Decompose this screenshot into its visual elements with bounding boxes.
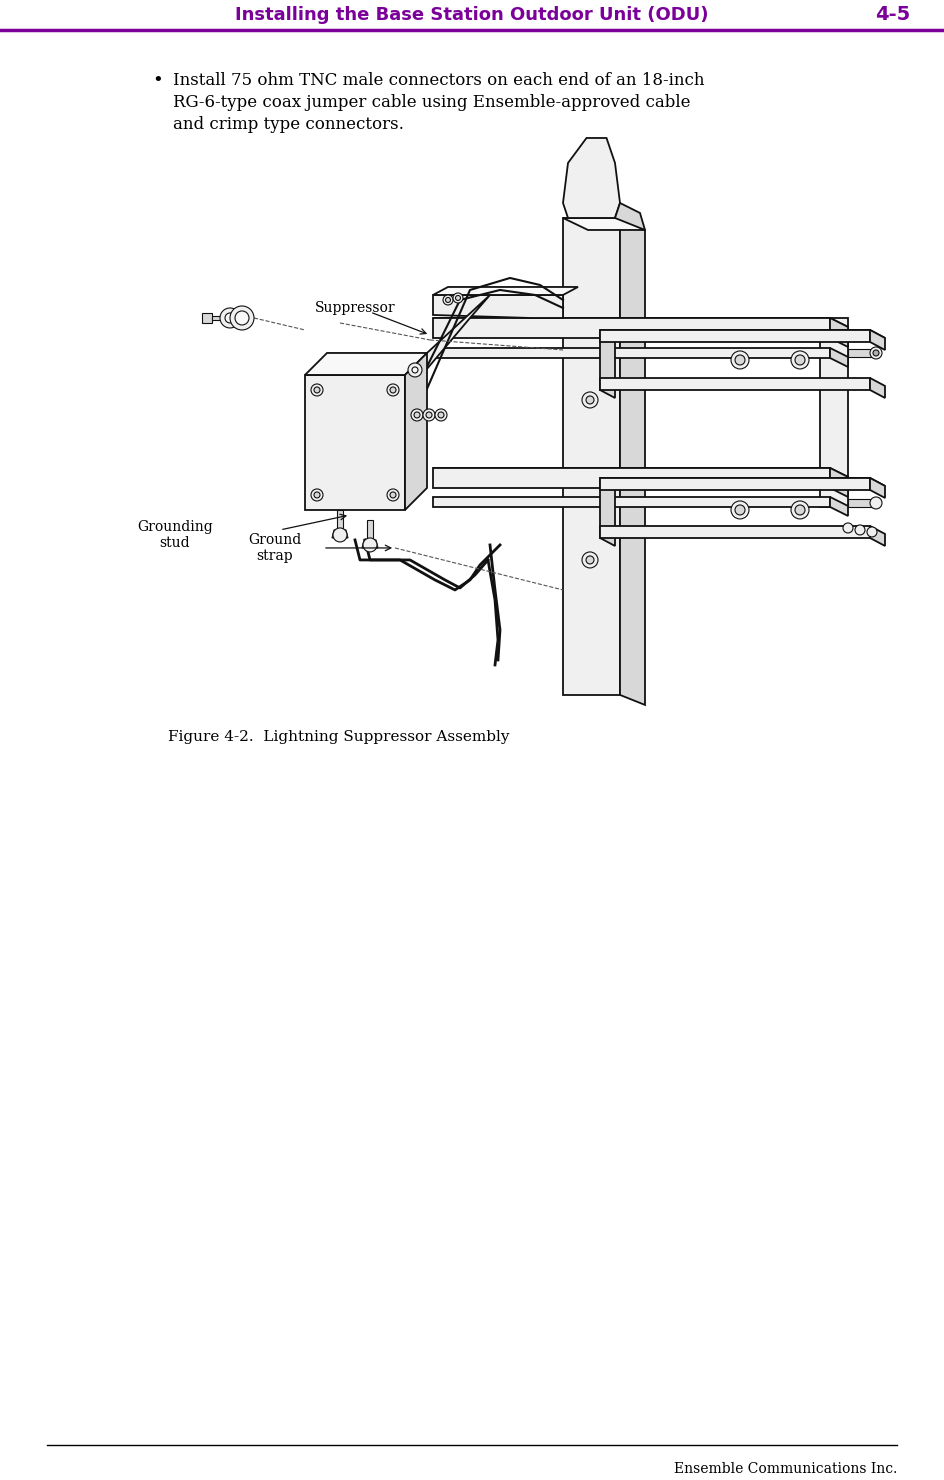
Polygon shape <box>615 203 645 229</box>
Circle shape <box>870 346 882 360</box>
Circle shape <box>791 351 809 369</box>
Circle shape <box>435 408 447 420</box>
Text: •: • <box>153 73 163 90</box>
Circle shape <box>873 349 879 357</box>
Circle shape <box>446 297 450 302</box>
Circle shape <box>456 296 461 300</box>
Circle shape <box>311 383 323 397</box>
Polygon shape <box>870 478 885 497</box>
Circle shape <box>333 528 347 542</box>
Polygon shape <box>433 497 830 508</box>
Circle shape <box>363 537 377 552</box>
Circle shape <box>387 488 399 500</box>
Polygon shape <box>332 530 348 537</box>
Circle shape <box>414 411 420 417</box>
Circle shape <box>390 491 396 497</box>
Text: RG-6-type coax jumper cable using Ensemble-approved cable: RG-6-type coax jumper cable using Ensemb… <box>173 95 690 111</box>
Circle shape <box>408 363 422 377</box>
Circle shape <box>735 355 745 366</box>
Text: Ground
strap: Ground strap <box>248 533 302 562</box>
Polygon shape <box>563 218 620 696</box>
Circle shape <box>586 397 594 404</box>
Polygon shape <box>848 499 873 508</box>
Circle shape <box>731 500 749 519</box>
Circle shape <box>870 497 882 509</box>
Polygon shape <box>563 218 645 229</box>
Polygon shape <box>870 377 885 398</box>
Text: Installing the Base Station Outdoor Unit (ODU): Installing the Base Station Outdoor Unit… <box>235 6 709 24</box>
Circle shape <box>867 527 877 537</box>
Polygon shape <box>830 348 848 367</box>
Polygon shape <box>600 478 615 546</box>
Circle shape <box>791 500 809 519</box>
Circle shape <box>230 306 254 330</box>
Circle shape <box>586 556 594 564</box>
Polygon shape <box>433 468 848 477</box>
Circle shape <box>390 386 396 394</box>
Circle shape <box>412 367 418 373</box>
Circle shape <box>843 522 853 533</box>
Text: Ensemble Communications Inc.: Ensemble Communications Inc. <box>674 1462 897 1476</box>
Polygon shape <box>830 497 848 517</box>
Circle shape <box>735 505 745 515</box>
Text: 4-5: 4-5 <box>875 6 910 25</box>
Polygon shape <box>433 348 830 358</box>
Polygon shape <box>433 468 830 488</box>
Polygon shape <box>433 318 830 337</box>
Polygon shape <box>848 349 873 357</box>
Polygon shape <box>600 330 870 342</box>
Polygon shape <box>337 511 343 534</box>
Circle shape <box>426 411 432 417</box>
Polygon shape <box>202 312 212 323</box>
Polygon shape <box>830 468 848 497</box>
Polygon shape <box>600 330 615 398</box>
Circle shape <box>453 293 463 303</box>
Circle shape <box>314 386 320 394</box>
Text: and crimp type connectors.: and crimp type connectors. <box>173 115 404 133</box>
Polygon shape <box>305 374 405 511</box>
Circle shape <box>582 392 598 408</box>
Text: Install 75 ohm TNC male connectors on each end of an 18-inch: Install 75 ohm TNC male connectors on ea… <box>173 73 704 89</box>
Polygon shape <box>405 295 490 395</box>
Circle shape <box>795 355 805 366</box>
Polygon shape <box>433 287 578 295</box>
Polygon shape <box>820 318 848 508</box>
Text: Grounding
stud: Grounding stud <box>137 519 213 551</box>
Polygon shape <box>563 138 620 218</box>
Circle shape <box>443 295 453 305</box>
Text: Suppressor: Suppressor <box>315 300 396 315</box>
Circle shape <box>225 312 235 323</box>
Polygon shape <box>600 377 870 389</box>
Polygon shape <box>212 315 225 320</box>
Polygon shape <box>600 478 870 490</box>
Polygon shape <box>405 352 427 511</box>
Circle shape <box>438 411 444 417</box>
Circle shape <box>311 488 323 500</box>
Circle shape <box>731 351 749 369</box>
Polygon shape <box>870 525 885 546</box>
Polygon shape <box>305 352 427 374</box>
Polygon shape <box>362 540 378 548</box>
Circle shape <box>387 383 399 397</box>
Circle shape <box>411 408 423 420</box>
Circle shape <box>795 505 805 515</box>
Polygon shape <box>367 519 373 545</box>
Polygon shape <box>433 295 563 318</box>
Polygon shape <box>600 478 885 485</box>
Text: Figure 4-2.  Lightning Suppressor Assembly: Figure 4-2. Lightning Suppressor Assembl… <box>168 730 510 744</box>
Circle shape <box>220 308 240 329</box>
Polygon shape <box>620 218 645 704</box>
Polygon shape <box>600 525 870 537</box>
Polygon shape <box>830 318 848 346</box>
Circle shape <box>235 311 249 326</box>
Polygon shape <box>600 330 885 337</box>
Circle shape <box>423 408 435 420</box>
Polygon shape <box>433 318 848 327</box>
Polygon shape <box>870 330 885 349</box>
Circle shape <box>314 491 320 497</box>
Circle shape <box>582 552 598 568</box>
Circle shape <box>855 525 865 534</box>
